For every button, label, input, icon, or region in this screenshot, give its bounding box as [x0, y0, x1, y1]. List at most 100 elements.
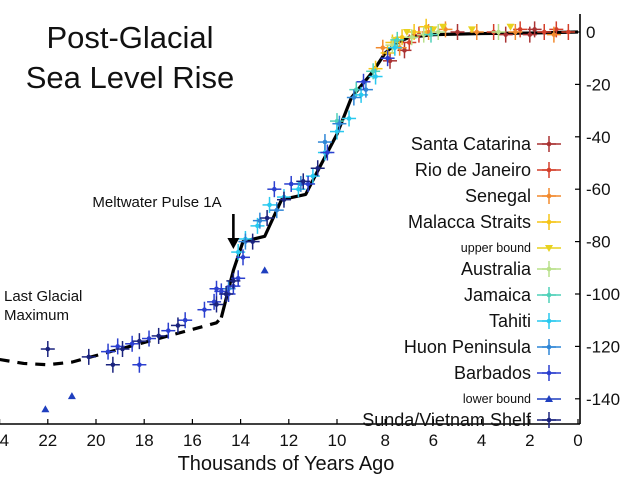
x-tick-label: 22 — [38, 431, 57, 450]
point-dot — [272, 186, 277, 192]
legend-item: Santa Catarina — [411, 134, 561, 154]
point-dot — [267, 202, 272, 208]
point-dot — [235, 249, 241, 255]
data-point — [537, 24, 552, 40]
data-point — [346, 89, 361, 106]
data-point — [310, 160, 325, 177]
series-australia — [385, 24, 506, 54]
legend-label: Huon Peninsula — [404, 337, 532, 357]
legend-item: Huon Peninsula — [404, 337, 561, 357]
data-point — [527, 21, 542, 38]
legend-marker-icon — [542, 261, 556, 277]
point-dot — [255, 223, 260, 229]
series-tahiti — [231, 39, 402, 261]
legend-label: Tahiti — [489, 311, 531, 331]
legend-item: Sunda/Vietnam Shelf — [362, 410, 561, 430]
data-point — [546, 26, 561, 43]
x-tick-label: 8 — [380, 431, 389, 450]
data-point — [40, 341, 55, 358]
data-point — [342, 110, 357, 127]
legend-label: lower bound — [463, 392, 531, 406]
x-axis-label: Thousands of Years Ago — [178, 453, 395, 475]
point-dot — [305, 181, 311, 187]
legend-item: Malacca Straits — [408, 212, 561, 232]
data-point — [269, 202, 284, 219]
point-dot — [385, 55, 390, 61]
point-dot — [527, 32, 533, 37]
arrow-head-icon — [227, 238, 240, 249]
legend-marker-icon — [542, 136, 556, 152]
y-tick-label: -100 — [586, 285, 620, 304]
legend-item: Tahiti — [489, 311, 561, 331]
point-dot — [402, 48, 407, 53]
point-dot — [310, 173, 316, 179]
point-dot — [363, 87, 369, 92]
point-dot — [546, 266, 552, 272]
data-point — [380, 50, 395, 67]
point-dot — [380, 45, 386, 51]
point-dot — [231, 278, 236, 284]
point-dot — [351, 95, 357, 100]
legend-marker-icon — [545, 395, 553, 402]
x-tick-label: 24 — [0, 431, 9, 450]
x-tick-label: 4 — [477, 431, 486, 450]
legend-label: Barbados — [454, 363, 531, 383]
legend-label: Malacca Straits — [408, 212, 531, 232]
series-barbados — [101, 50, 395, 373]
data-point — [260, 266, 269, 274]
point-dot — [243, 239, 248, 244]
y-tick-label: -20 — [586, 75, 611, 94]
point-dot — [182, 317, 188, 323]
data-point — [161, 322, 176, 339]
data-point — [236, 249, 251, 266]
data-point — [151, 327, 166, 344]
point-dot — [546, 193, 552, 199]
point-dot — [358, 92, 364, 98]
data-point — [423, 26, 438, 43]
point-dot — [423, 24, 429, 30]
data-point — [125, 335, 140, 352]
point-dot — [296, 186, 301, 192]
legend-item: Australia — [461, 259, 561, 279]
trend-line-dashed — [0, 316, 223, 367]
data-point — [252, 212, 267, 229]
point-dot — [409, 34, 415, 40]
legend-marker-icon — [542, 162, 556, 178]
data-point — [81, 348, 96, 365]
x-tick-label: 16 — [183, 431, 202, 450]
data-point — [245, 233, 260, 250]
legend-marker-icon — [542, 339, 556, 355]
data-point — [330, 123, 344, 140]
series-jamaica — [330, 26, 438, 130]
point-dot — [532, 27, 537, 32]
x-tick-label: 20 — [87, 431, 106, 450]
point-dot — [373, 74, 378, 79]
point-dot — [541, 29, 547, 35]
point-dot — [421, 32, 427, 37]
annotations: Meltwater Pulse 1A Last Glacial Maximum — [4, 194, 240, 324]
point-dot — [496, 29, 501, 35]
point-dot — [394, 37, 400, 43]
data-point — [296, 173, 311, 190]
y-tick-label: -120 — [586, 337, 620, 356]
data-point — [368, 68, 383, 85]
legend-marker-icon — [542, 412, 556, 428]
point-dot — [322, 139, 328, 145]
point-dot — [399, 34, 405, 40]
data-point — [320, 144, 335, 161]
point-dot — [392, 45, 398, 51]
data-point — [267, 181, 282, 198]
x-tick-label: 12 — [279, 431, 298, 450]
legend-marker-icon — [542, 365, 556, 381]
data-point — [439, 23, 448, 31]
legend-marker-icon — [545, 245, 553, 252]
point-dot — [240, 255, 246, 260]
data-point — [276, 191, 291, 208]
x-tick-label: 6 — [429, 431, 438, 450]
x-tick-label: 18 — [135, 431, 154, 450]
data-point — [178, 312, 193, 329]
point-dot — [546, 370, 552, 376]
data-point — [197, 301, 212, 318]
annotation-last-glacial-maximum: Maximum — [4, 307, 69, 324]
